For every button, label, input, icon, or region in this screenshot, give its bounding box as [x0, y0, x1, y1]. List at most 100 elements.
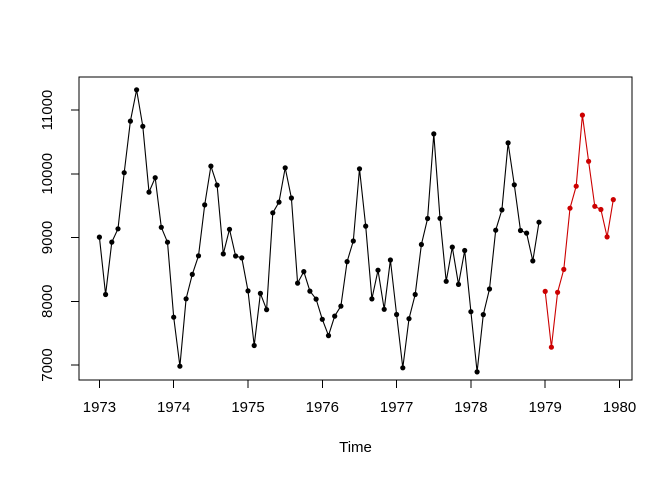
x-tick-label: 1980 — [603, 399, 636, 416]
data-point — [573, 183, 579, 189]
data-point — [257, 290, 263, 296]
data-point — [486, 286, 493, 292]
data-point — [561, 266, 567, 272]
data-point — [140, 123, 146, 129]
y-tick-label: 9000 — [39, 221, 56, 254]
data-point — [146, 189, 152, 195]
data-point — [604, 234, 610, 240]
data-point — [96, 234, 102, 240]
data-point — [350, 238, 356, 244]
x-tick-label: 1973 — [83, 399, 116, 416]
data-point — [431, 131, 437, 137]
y-axis: 7000 8000 9000 10000 11000 — [39, 90, 79, 382]
data-point — [468, 309, 474, 315]
data-point — [530, 258, 536, 264]
x-tick-label: 1978 — [454, 399, 487, 416]
data-point — [400, 365, 406, 371]
data-point — [567, 205, 573, 211]
data-point — [437, 215, 443, 221]
data-point — [183, 296, 189, 302]
data-point — [493, 227, 499, 233]
data-point — [233, 253, 239, 259]
data-point — [610, 197, 616, 203]
data-point — [455, 281, 462, 287]
data-point — [406, 316, 412, 322]
series-line — [544, 114, 614, 348]
data-point — [425, 215, 431, 222]
data-point — [288, 195, 294, 201]
data-point — [332, 313, 338, 319]
data-point — [586, 158, 592, 164]
x-axis: 1973 1974 1975 1976 1977 1978 1979 1980 — [83, 380, 636, 416]
data-point — [164, 239, 171, 245]
data-point — [245, 288, 251, 294]
data-point — [598, 206, 604, 213]
plot-box — [78, 76, 633, 381]
data-point — [177, 363, 183, 369]
y-tick-label: 10000 — [39, 153, 56, 195]
data-point — [301, 269, 307, 275]
data-point — [307, 288, 313, 294]
x-axis-title: Time — [339, 439, 372, 456]
data-point — [313, 296, 319, 302]
data-point — [319, 316, 325, 322]
data-point — [381, 306, 387, 312]
data-point — [282, 165, 288, 171]
x-tick-label: 1974 — [157, 399, 190, 416]
x-tick-label: 1976 — [306, 399, 339, 416]
data-point — [270, 210, 276, 216]
data-point — [548, 344, 555, 350]
data-point — [251, 342, 257, 349]
data-point — [412, 291, 418, 298]
data-point — [171, 314, 177, 320]
data-point — [418, 241, 424, 248]
data-point — [115, 226, 121, 232]
y-tick-label: 7000 — [39, 348, 56, 381]
data-point — [592, 203, 598, 209]
data-point — [344, 259, 350, 265]
y-tick-label: 8000 — [39, 285, 56, 318]
data-point — [505, 140, 511, 146]
data-point — [511, 182, 517, 188]
data-point — [480, 312, 486, 318]
data-point — [189, 271, 195, 277]
data-point — [214, 182, 220, 188]
x-tick-label: 1975 — [231, 399, 264, 416]
data-point — [363, 223, 369, 229]
data-point — [542, 288, 548, 294]
data-point — [152, 175, 158, 181]
data-point — [387, 257, 393, 263]
plot-frame — [78, 76, 633, 381]
data-point — [394, 311, 400, 318]
data-point — [202, 202, 208, 208]
series-observed-1973-1978 — [96, 87, 542, 375]
data-point — [220, 251, 226, 257]
data-point — [499, 207, 505, 213]
x-tick-label: 1977 — [380, 399, 413, 416]
data-point — [276, 199, 282, 205]
data-point — [462, 247, 468, 254]
data-point — [375, 267, 381, 273]
data-point — [449, 244, 455, 250]
data-point — [356, 166, 363, 172]
data-point — [103, 291, 109, 298]
data-point — [127, 118, 133, 124]
data-point — [158, 224, 164, 230]
data-point — [239, 255, 245, 261]
y-tick-label: 11000 — [39, 90, 56, 131]
data-point — [474, 369, 480, 375]
data-point — [264, 307, 270, 313]
data-point — [579, 112, 586, 118]
data-point — [325, 333, 332, 339]
data-point — [524, 230, 530, 236]
data-point — [443, 278, 449, 284]
data-point — [295, 280, 301, 286]
x-tick-label: 1979 — [529, 399, 562, 416]
data-point — [121, 170, 127, 176]
data-point — [555, 289, 561, 295]
data-point — [369, 296, 375, 302]
series-forecast-1979 — [542, 112, 616, 350]
data-point — [208, 163, 214, 169]
